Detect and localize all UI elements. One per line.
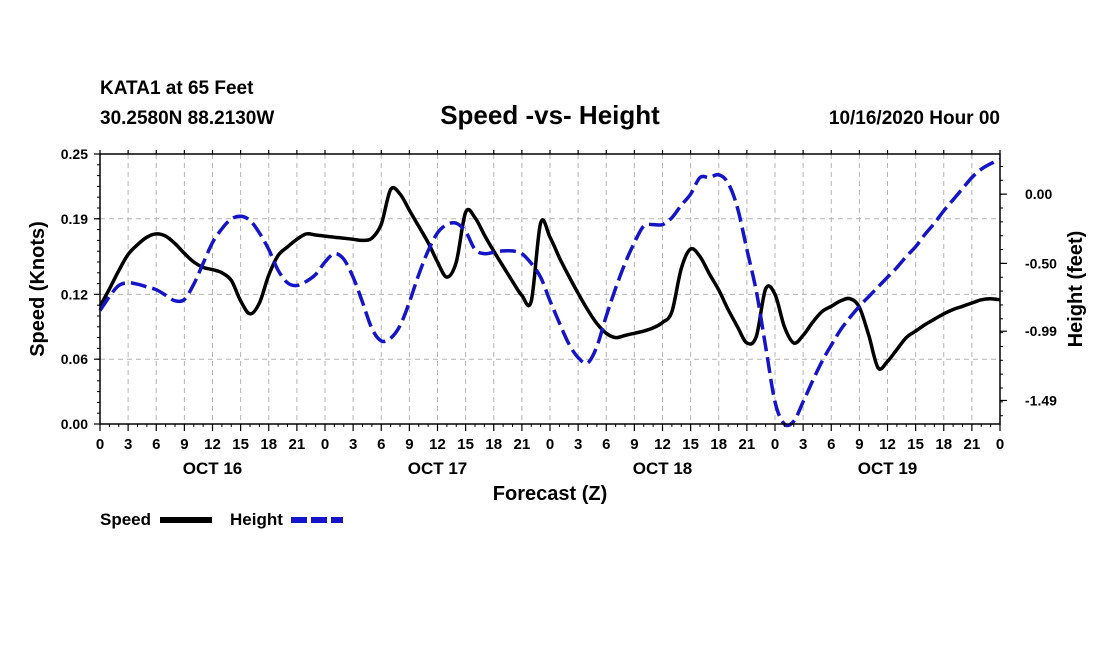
x-tick-label: 9 — [855, 436, 863, 453]
y-right-tick-label: -1.49 — [1025, 392, 1057, 408]
x-tick-label: 9 — [630, 436, 638, 453]
coordinates-label: 30.2580N 88.2130W — [100, 108, 274, 129]
y-right-tick-label: -0.99 — [1025, 323, 1057, 339]
x-tick-label: 0 — [771, 436, 779, 453]
x-tick-label: 0 — [96, 436, 104, 453]
x-tick-label: 3 — [124, 436, 132, 453]
x-axis-title: Forecast (Z) — [493, 483, 607, 505]
x-tick-label: 15 — [907, 436, 924, 453]
x-tick-label: 0 — [996, 436, 1004, 453]
day-label: OCT 18 — [633, 459, 693, 478]
y-left-tick-label: 0.12 — [61, 286, 88, 302]
issued-time-label: 10/16/2020 Hour 00 — [829, 108, 1000, 129]
x-tick-label: 21 — [739, 436, 756, 453]
day-label: OCT 17 — [408, 459, 468, 478]
x-tick-label: 6 — [827, 436, 835, 453]
x-tick-label: 0 — [321, 436, 329, 453]
axis-ticks — [94, 150, 1007, 431]
y-left-axis-title: Speed (Knots) — [27, 221, 49, 357]
x-tick-label: 12 — [204, 436, 221, 453]
x-tick-label: 15 — [682, 436, 699, 453]
x-tick-label: 18 — [485, 436, 502, 453]
y-left-tick-label: 0.19 — [61, 211, 88, 227]
x-tick-label: 21 — [514, 436, 531, 453]
y-left-tick-label: 0.06 — [61, 351, 88, 367]
x-tick-label: 3 — [799, 436, 807, 453]
y-right-tick-label: 0.00 — [1025, 186, 1052, 202]
x-tick-label: 3 — [574, 436, 582, 453]
x-tick-label: 18 — [935, 436, 952, 453]
x-tick-label: 6 — [377, 436, 385, 453]
chart-title: Speed -vs- Height — [440, 100, 660, 130]
x-tick-label: 9 — [405, 436, 413, 453]
y-left-tick-label: 0.25 — [61, 146, 88, 162]
day-label: OCT 16 — [183, 459, 243, 478]
x-tick-label: 21 — [289, 436, 306, 453]
axis-labels: 0 3 6 9 12 15 18 21 0 3 6 9 12 15 18 21 0 3 6 9 12 15 18 21 0 3 6 9… — [61, 146, 1057, 478]
legend-speed-label: Speed — [100, 510, 151, 529]
speed-series-line — [98, 185, 1001, 371]
x-tick-label: 15 — [232, 436, 249, 453]
legend: Speed Height — [100, 510, 343, 529]
series-lines — [98, 157, 1001, 428]
x-tick-label: 12 — [654, 436, 671, 453]
x-tick-label: 18 — [710, 436, 727, 453]
legend-height-label: Height — [230, 510, 283, 529]
x-tick-label: 12 — [879, 436, 896, 453]
x-tick-label: 18 — [260, 436, 277, 453]
y-left-tick-label: 0.00 — [61, 416, 88, 432]
x-tick-label: 3 — [349, 436, 357, 453]
day-label: OCT 19 — [858, 459, 918, 478]
station-label: KATA1 at 65 Feet — [100, 78, 254, 99]
x-tick-label: 0 — [546, 436, 554, 453]
grid-lines — [100, 154, 1000, 424]
x-tick-label: 6 — [602, 436, 610, 453]
x-tick-label: 12 — [429, 436, 446, 453]
x-tick-label: 15 — [457, 436, 474, 453]
y-right-tick-label: -0.50 — [1025, 255, 1057, 271]
x-tick-label: 6 — [152, 436, 160, 453]
height-series-line — [98, 157, 1001, 428]
x-tick-label: 9 — [180, 436, 188, 453]
x-tick-label: 21 — [964, 436, 981, 453]
y-right-axis-title: Height (feet) — [1065, 231, 1087, 348]
